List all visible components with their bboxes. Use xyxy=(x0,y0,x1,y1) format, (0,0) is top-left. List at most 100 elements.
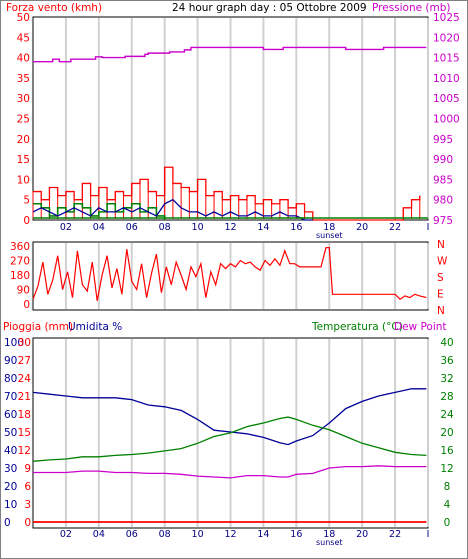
wind-direction-series-line xyxy=(32,247,427,301)
x-tick-label: 14 xyxy=(257,222,269,233)
chart-title: 24 hour graph day : 05 Ottobre 2009 xyxy=(172,2,367,14)
wind-y-tick-label: 5 xyxy=(23,195,30,207)
pressure-y-tick-label: 995 xyxy=(433,134,453,146)
compass-label: S xyxy=(437,272,444,284)
temperature-y-tick-label: 16 xyxy=(440,445,454,457)
x-tick-label: 02 xyxy=(60,222,72,233)
compass-label: W xyxy=(437,256,448,268)
x-tick-label: 18 xyxy=(323,529,335,540)
wind-y-tick-label: 40 xyxy=(17,53,30,65)
wind-y-tick-label: 45 xyxy=(17,32,30,44)
wind-y-tick-label: 50 xyxy=(17,12,30,24)
temperature-y-tick-label: 40 xyxy=(440,337,453,349)
direction-y-tick-label: 0 xyxy=(23,299,30,311)
direction-y-tick-label: 270 xyxy=(10,256,30,268)
humidity-series-line xyxy=(32,388,427,446)
pressure-y-tick-label: 1020 xyxy=(433,32,460,44)
temperature-y-tick-label: 0 xyxy=(444,517,451,529)
direction-y-tick-label: 360 xyxy=(10,241,30,253)
x-tick-label: 16 xyxy=(290,529,302,540)
x-tick-label: 22 xyxy=(389,529,401,540)
rain-label: Pioggia (mm) xyxy=(3,321,73,333)
humidity-y-tick-label: 100 xyxy=(4,337,24,349)
wind-speed-label: Forza vento (kmh) xyxy=(6,2,102,14)
pressure-y-tick-label: 1025 xyxy=(433,12,460,24)
pressure-series-line xyxy=(33,46,427,63)
rain-y-tick-label: 15 xyxy=(18,427,31,439)
humidity-y-tick-label: 20 xyxy=(4,481,17,493)
temperature-y-tick-label: 20 xyxy=(440,427,453,439)
pressure-label: Pressione (mb) xyxy=(372,2,451,14)
temperature-series-line xyxy=(32,416,427,462)
wind-pressure-plot: 0510152025303540455097598098599099510001… xyxy=(17,12,460,240)
humidity-y-tick-label: 60 xyxy=(4,409,17,421)
pressure-y-tick-label: 1005 xyxy=(433,93,460,105)
humidity-label: Umidita % xyxy=(68,321,122,333)
x-tick-label: 18 xyxy=(323,222,335,233)
x-tick-label: 12 xyxy=(224,222,236,233)
x-tick-label: 10 xyxy=(192,529,204,540)
pressure-y-tick-label: 1000 xyxy=(433,114,460,126)
humidity-y-tick-label: 0 xyxy=(4,517,11,529)
rain-y-tick-label: 18 xyxy=(18,409,31,421)
x-tick-label: 06 xyxy=(126,529,138,540)
humidity-y-tick-label: 50 xyxy=(4,427,17,439)
compass-label: N xyxy=(437,305,445,317)
pressure-y-tick-label: 980 xyxy=(433,195,453,207)
pressure-y-tick-label: 1010 xyxy=(433,73,460,85)
compass-label: E xyxy=(437,289,444,301)
rain-y-tick-label: 27 xyxy=(18,355,31,367)
dewpoint-series-line xyxy=(33,465,427,479)
temperature-y-tick-label: 32 xyxy=(440,373,453,385)
sunset-label: sunset xyxy=(316,231,343,240)
wind-y-tick-label: 0 xyxy=(23,215,30,227)
x-tick-label: 04 xyxy=(93,222,105,233)
wind-y-tick-label: 25 xyxy=(17,114,30,126)
temperature-y-tick-label: 24 xyxy=(440,409,454,421)
x-tick-label: 20 xyxy=(356,529,368,540)
wind-y-tick-label: 30 xyxy=(17,93,30,105)
x-tick-label: 20 xyxy=(356,222,368,233)
rain-y-tick-label: 6 xyxy=(24,481,31,493)
x-tick-label: 06 xyxy=(126,222,138,233)
humidity-y-tick-label: 30 xyxy=(4,463,17,475)
sunset-label: sunset xyxy=(316,538,343,547)
direction-y-tick-label: 180 xyxy=(10,270,30,282)
wind-y-tick-label: 15 xyxy=(17,154,30,166)
pressure-y-tick-label: 985 xyxy=(433,174,453,186)
direction-y-tick-label: 90 xyxy=(17,285,30,297)
wind-y-tick-label: 20 xyxy=(17,134,30,146)
pressure-y-tick-label: 990 xyxy=(433,154,453,166)
rain-y-tick-label: 0 xyxy=(24,517,31,529)
pressure-y-tick-label: 1015 xyxy=(433,53,460,65)
temperature-y-tick-label: 36 xyxy=(440,355,454,367)
humidity-y-tick-label: 80 xyxy=(4,373,17,385)
rain-y-tick-label: 30 xyxy=(18,337,31,349)
wind-average-series-line xyxy=(32,198,313,221)
wind-gust-series-line xyxy=(33,166,421,221)
x-tick-label: 08 xyxy=(159,222,171,233)
humidity-y-tick-label: 70 xyxy=(4,391,17,403)
wind-y-tick-label: 35 xyxy=(17,73,30,85)
wind-green-series-line xyxy=(33,202,166,220)
x-tick-label: I xyxy=(427,529,430,540)
humidity-y-tick-label: 10 xyxy=(4,499,17,511)
compass-label: N xyxy=(437,239,445,251)
rain-y-tick-label: 21 xyxy=(18,391,31,403)
x-tick-label: 16 xyxy=(290,222,302,233)
x-tick-label: 10 xyxy=(192,222,204,233)
x-tick-label: I xyxy=(427,222,430,233)
dewpoint-label: Dew Point xyxy=(394,321,447,333)
x-tick-label: 04 xyxy=(93,529,105,540)
pressure-y-tick-label: 975 xyxy=(433,215,453,227)
x-tick-label: 02 xyxy=(60,529,72,540)
temperature-y-tick-label: 12 xyxy=(440,463,453,475)
x-tick-label: 12 xyxy=(224,529,236,540)
humidity-y-tick-label: 90 xyxy=(4,355,17,367)
rain-y-tick-label: 3 xyxy=(24,499,31,511)
temperature-label: Temperatura (°C) xyxy=(311,321,403,333)
rain-y-tick-label: 9 xyxy=(24,463,31,475)
